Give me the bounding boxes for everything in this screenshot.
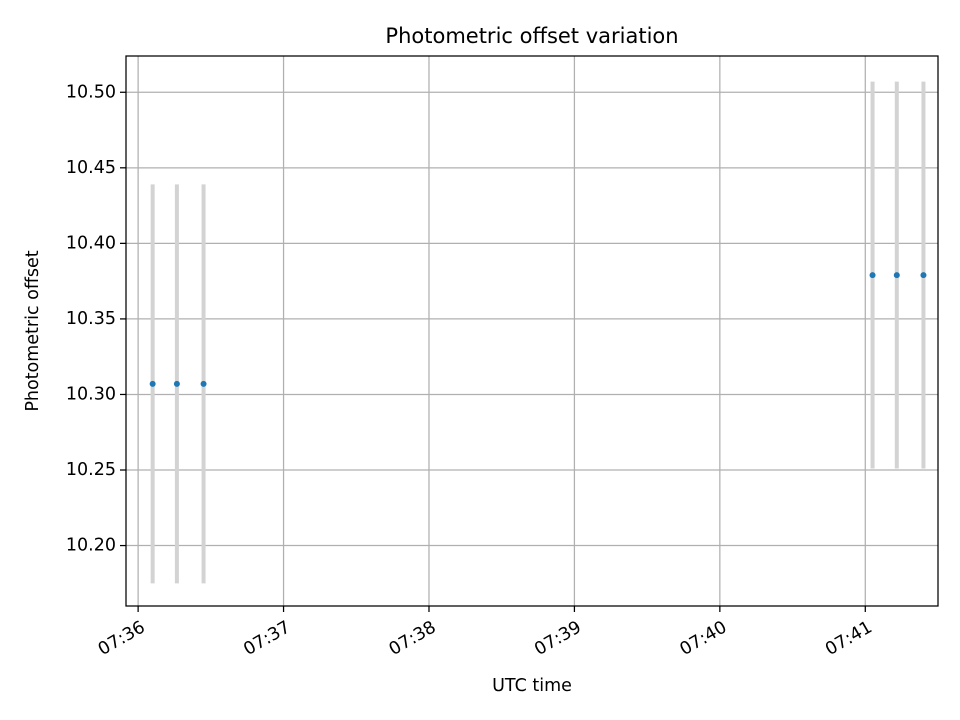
- y-tick-label: 10.50: [66, 82, 116, 102]
- y-axis-title: Photometric offset: [23, 250, 43, 411]
- y-tick-label: 10.25: [66, 460, 116, 480]
- grid-layer: [126, 56, 938, 606]
- y-tick-label: 10.20: [66, 536, 116, 556]
- point-layer: [149, 272, 927, 387]
- x-axis-title: UTC time: [492, 676, 572, 696]
- y-tick-label: 10.40: [66, 233, 116, 253]
- y-tick-label: 10.30: [66, 384, 116, 404]
- data-point: [173, 380, 180, 387]
- plot-frame: [125, 55, 939, 607]
- data-point: [920, 272, 927, 279]
- chart-title: Photometric offset variation: [385, 24, 678, 48]
- data-point: [200, 380, 207, 387]
- y-tick-label: 10.35: [66, 309, 116, 329]
- y-tick-label: 10.45: [66, 158, 116, 178]
- data-point: [149, 380, 156, 387]
- data-point: [893, 272, 900, 279]
- data-point: [869, 272, 876, 279]
